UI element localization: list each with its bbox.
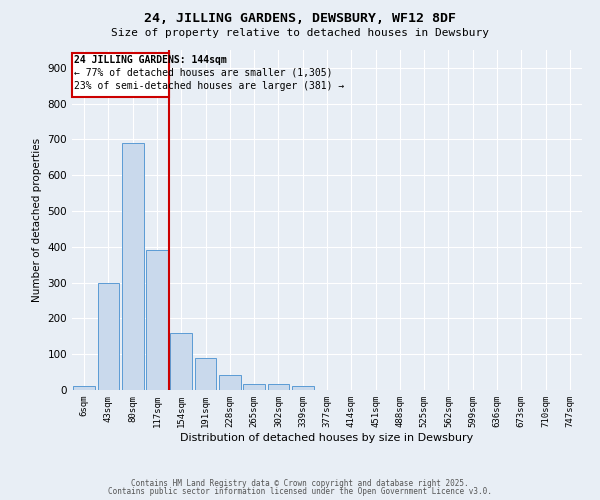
Text: 23% of semi-detached houses are larger (381) →: 23% of semi-detached houses are larger (… [74, 81, 344, 91]
Y-axis label: Number of detached properties: Number of detached properties [32, 138, 42, 302]
Text: Size of property relative to detached houses in Dewsbury: Size of property relative to detached ho… [111, 28, 489, 38]
Text: 24 JILLING GARDENS: 144sqm: 24 JILLING GARDENS: 144sqm [74, 55, 227, 65]
Text: Contains public sector information licensed under the Open Government Licence v3: Contains public sector information licen… [108, 487, 492, 496]
Bar [219, 375, 241, 390]
Bar [243, 384, 265, 390]
Bar [292, 386, 314, 390]
Bar [97, 282, 119, 390]
FancyBboxPatch shape [73, 53, 169, 97]
Bar [170, 332, 192, 390]
Bar [194, 358, 217, 390]
Bar [73, 386, 95, 390]
Text: ← 77% of detached houses are smaller (1,305): ← 77% of detached houses are smaller (1,… [74, 68, 333, 78]
X-axis label: Distribution of detached houses by size in Dewsbury: Distribution of detached houses by size … [181, 432, 473, 442]
Bar [146, 250, 168, 390]
Bar [268, 384, 289, 390]
Text: Contains HM Land Registry data © Crown copyright and database right 2025.: Contains HM Land Registry data © Crown c… [131, 478, 469, 488]
Bar [122, 143, 143, 390]
Text: 24, JILLING GARDENS, DEWSBURY, WF12 8DF: 24, JILLING GARDENS, DEWSBURY, WF12 8DF [144, 12, 456, 26]
